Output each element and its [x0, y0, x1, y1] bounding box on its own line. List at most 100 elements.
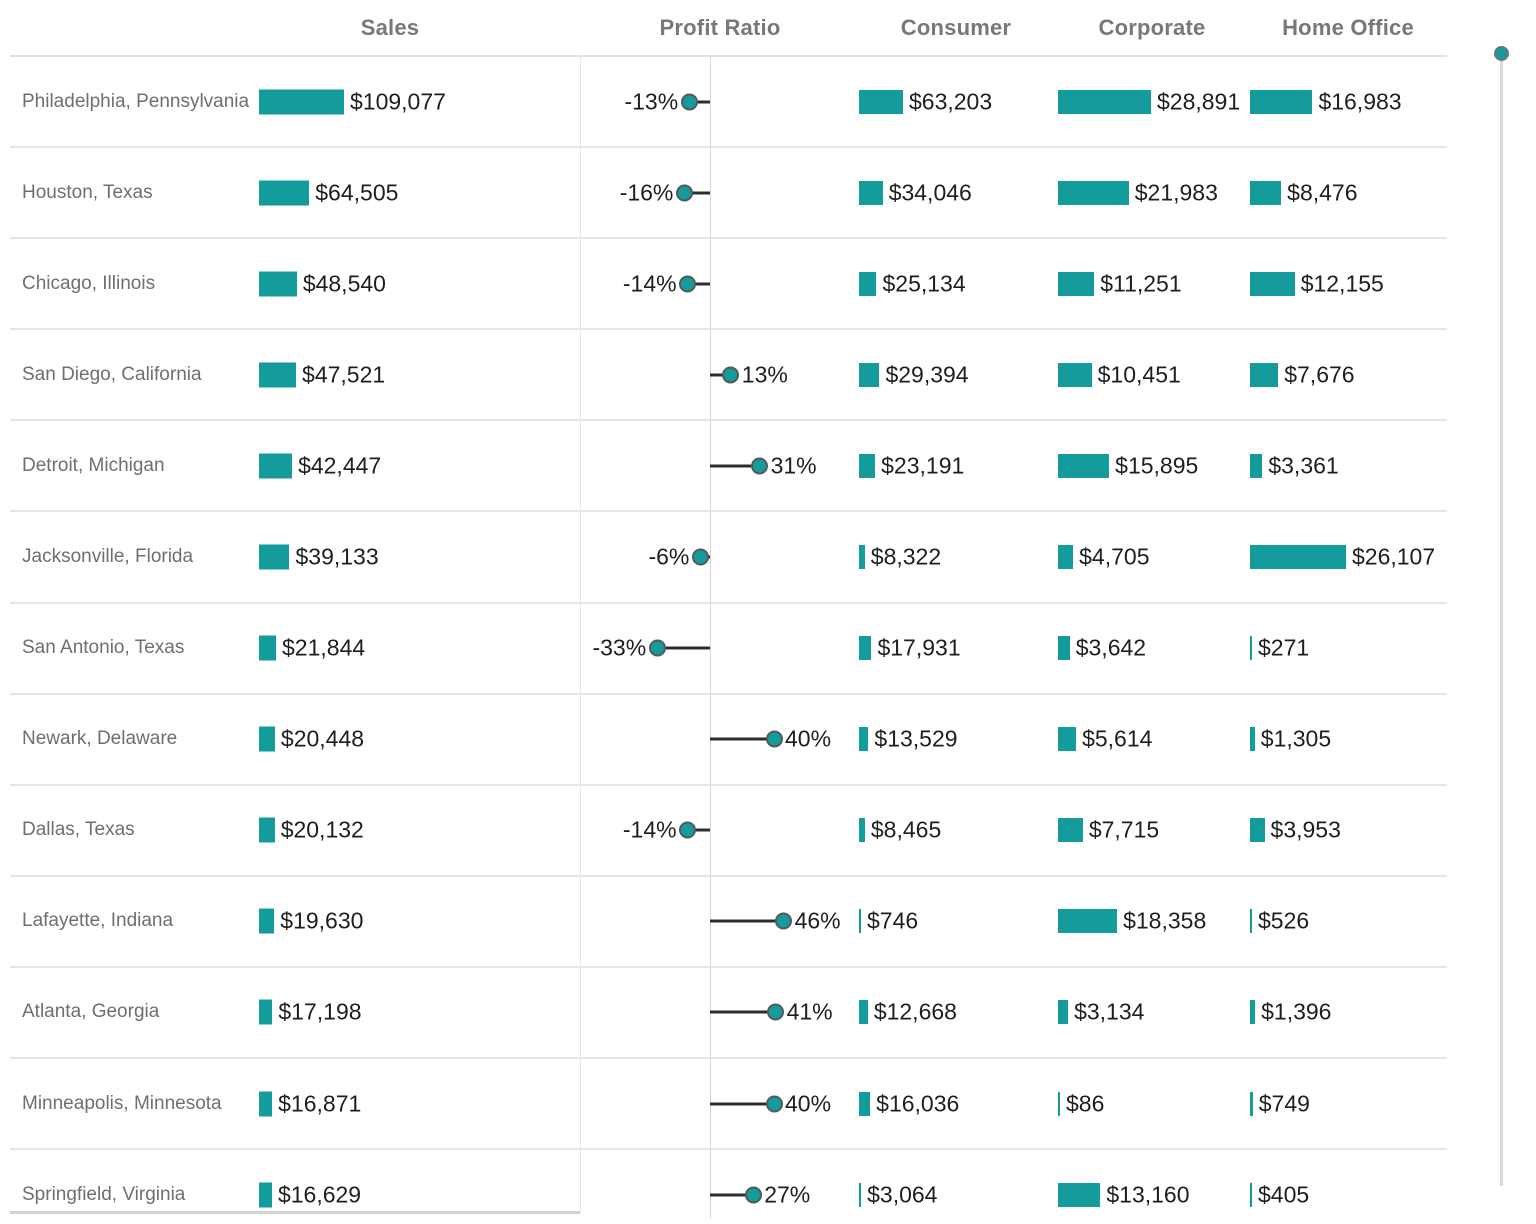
sales-bar[interactable]: [259, 1182, 272, 1208]
sales-bar[interactable]: [259, 908, 275, 934]
profit-ratio-dot[interactable]: [679, 821, 697, 839]
table-row: Dallas, Texas $20,132 -14% $8,465 $7,715…: [10, 786, 1447, 877]
table-row: Philadelphia, Pennsylvania $109,077 -13%…: [10, 57, 1447, 149]
profit-ratio-dot[interactable]: [775, 912, 793, 930]
home-office-bar[interactable]: [1250, 636, 1252, 661]
column-header-consumer[interactable]: Consumer: [900, 14, 1012, 40]
corporate-bar[interactable]: [1058, 1000, 1069, 1025]
sales-bar[interactable]: [259, 180, 310, 206]
home-office-bar[interactable]: [1250, 727, 1255, 752]
column-header-sales[interactable]: Sales: [360, 14, 420, 40]
corporate-bar[interactable]: [1058, 545, 1074, 570]
consumer-bar[interactable]: [859, 1000, 868, 1025]
row-label-city: San Diego, California: [22, 363, 202, 385]
table-row: Detroit, Michigan $42,447 31% $23,191 $1…: [10, 421, 1447, 513]
profit-ratio-dot[interactable]: [675, 184, 693, 202]
home-office-bar[interactable]: [1250, 545, 1346, 570]
corporate-bar[interactable]: [1058, 727, 1077, 752]
consumer-bar[interactable]: [859, 89, 903, 114]
profit-ratio-dot[interactable]: [679, 275, 697, 293]
column-header-corporate[interactable]: Corporate: [1098, 14, 1206, 40]
profit-ratio-dot[interactable]: [691, 548, 709, 566]
consumer-bar[interactable]: [859, 453, 876, 478]
home-office-value-label: $12,155: [1300, 270, 1384, 297]
profit-ratio-dot[interactable]: [765, 1095, 783, 1113]
column-header-home-office[interactable]: Home Office: [1282, 14, 1414, 40]
consumer-bar[interactable]: [859, 727, 869, 752]
bottom-scroll-track[interactable]: [10, 1211, 580, 1214]
column-headers: Sales Profit Ratio Consumer Corporate Ho…: [10, 0, 1447, 57]
profit-ratio-dot[interactable]: [767, 1003, 785, 1021]
consumer-bar[interactable]: [859, 271, 877, 296]
home-office-value-label: $271: [1258, 634, 1310, 661]
corporate-bar[interactable]: [1058, 180, 1129, 205]
column-header-profit-ratio[interactable]: Profit Ratio: [659, 14, 781, 40]
sales-bar[interactable]: [259, 817, 275, 843]
sales-value-label: $16,629: [277, 1181, 362, 1208]
home-office-value-label: $8,476: [1287, 179, 1358, 206]
consumer-bar[interactable]: [859, 362, 880, 387]
home-office-bar[interactable]: [1250, 1182, 1252, 1207]
home-office-value-label: $26,107: [1352, 543, 1436, 570]
profit-ratio-dot[interactable]: [765, 730, 783, 748]
home-office-bar[interactable]: [1250, 362, 1279, 387]
sales-bar[interactable]: [259, 726, 275, 752]
sales-bar[interactable]: [259, 635, 277, 661]
row-label-city: Atlanta, Georgia: [22, 1001, 160, 1023]
corporate-bar[interactable]: [1058, 271, 1095, 296]
consumer-bar[interactable]: [859, 636, 872, 661]
sales-bar[interactable]: [259, 999, 273, 1025]
row-label-city: Springfield, Virginia: [22, 1183, 186, 1205]
sales-bar[interactable]: [259, 89, 344, 115]
table-row: San Antonio, Texas $21,844 -33% $17,931 …: [10, 604, 1447, 695]
data-table: Sales Profit Ratio Consumer Corporate Ho…: [10, 0, 1447, 1224]
consumer-value-label: $746: [867, 907, 919, 934]
vertical-scrollbar-track[interactable]: [1500, 52, 1503, 1186]
corporate-bar[interactable]: [1058, 909, 1118, 934]
home-office-bar[interactable]: [1250, 1000, 1256, 1025]
home-office-bar[interactable]: [1250, 1091, 1253, 1116]
vertical-scrollbar-thumb[interactable]: [1494, 46, 1509, 61]
profit-ratio-dot[interactable]: [722, 366, 740, 384]
corporate-bar[interactable]: [1058, 362, 1092, 387]
sales-bar[interactable]: [259, 544, 290, 570]
consumer-bar[interactable]: [859, 818, 865, 843]
corporate-bar[interactable]: [1058, 453, 1110, 478]
profit-ratio-label: 40%: [785, 1090, 832, 1117]
profit-ratio-stick: [710, 1010, 776, 1014]
consumer-bar[interactable]: [859, 909, 861, 934]
consumer-bar[interactable]: [859, 1182, 862, 1207]
profit-ratio-stick: [710, 1193, 754, 1197]
row-label-city: Philadelphia, Pennsylvania: [22, 90, 250, 112]
profit-ratio-label: 31%: [770, 452, 817, 479]
home-office-value-label: $1,396: [1261, 998, 1332, 1025]
corporate-bar[interactable]: [1058, 818, 1083, 843]
consumer-bar[interactable]: [859, 1091, 871, 1116]
sales-bar[interactable]: [259, 362, 297, 388]
corporate-bar[interactable]: [1058, 636, 1070, 661]
profit-ratio-dot[interactable]: [744, 1186, 762, 1204]
corporate-bar[interactable]: [1058, 89, 1151, 114]
consumer-value-label: $8,465: [870, 816, 942, 843]
home-office-bar[interactable]: [1250, 453, 1263, 478]
home-office-value-label: $405: [1258, 1181, 1310, 1208]
row-label-city: Jacksonville, Florida: [22, 546, 194, 568]
home-office-bar[interactable]: [1250, 89, 1313, 114]
consumer-value-label: $25,134: [882, 270, 966, 297]
profit-ratio-dot[interactable]: [751, 457, 769, 475]
corporate-value-label: $4,705: [1079, 543, 1150, 570]
consumer-bar[interactable]: [859, 545, 865, 570]
home-office-bar[interactable]: [1250, 909, 1252, 934]
profit-ratio-dot[interactable]: [648, 639, 666, 657]
corporate-bar[interactable]: [1058, 1091, 1060, 1116]
profit-ratio-dot[interactable]: [680, 93, 698, 111]
sales-bar[interactable]: [259, 453, 293, 479]
consumer-bar[interactable]: [859, 180, 883, 205]
home-office-bar[interactable]: [1250, 818, 1265, 843]
corporate-bar[interactable]: [1058, 1182, 1101, 1207]
sales-bar[interactable]: [259, 271, 297, 297]
home-office-bar[interactable]: [1250, 271, 1295, 296]
sales-bar[interactable]: [259, 1091, 273, 1117]
home-office-bar[interactable]: [1250, 180, 1282, 205]
